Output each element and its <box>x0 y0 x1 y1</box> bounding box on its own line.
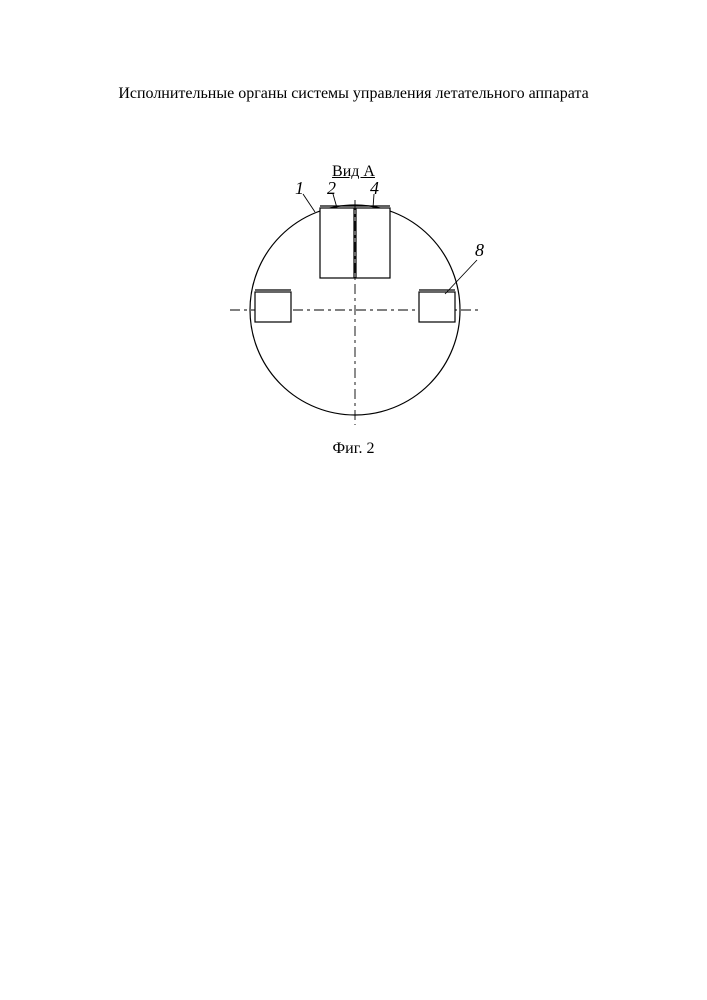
view-label: Вид А <box>0 163 707 181</box>
page-title: Исполнительные органы системы управления… <box>0 85 707 103</box>
diagram-container: 1 2 4 8 <box>195 180 515 430</box>
callout-4: 4 <box>370 178 379 199</box>
callout-1: 1 <box>295 178 304 199</box>
figure-label: Фиг. 2 <box>0 440 707 458</box>
diagram-svg <box>195 180 515 430</box>
callout-2: 2 <box>327 178 336 199</box>
callout-8: 8 <box>475 240 484 261</box>
page: Исполнительные органы системы управления… <box>0 0 707 1000</box>
